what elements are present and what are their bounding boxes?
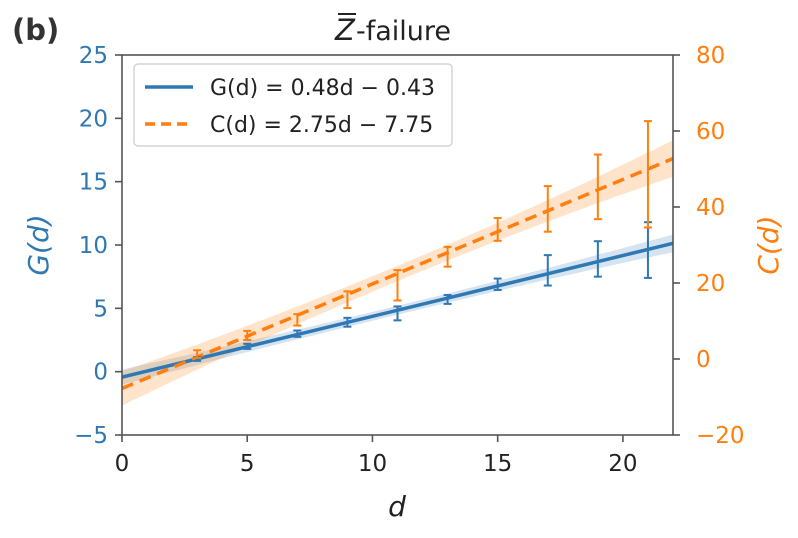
- legend-box: [133, 63, 453, 147]
- error-bar: [443, 294, 452, 305]
- left-y-tick-label: 5: [93, 296, 108, 322]
- x-tick-label: 0: [115, 451, 130, 477]
- left-y-tick-label: 10: [79, 233, 108, 259]
- error-bar: [243, 342, 252, 350]
- error-bar: [643, 120, 652, 229]
- right-y-tick-label: −20: [696, 423, 745, 449]
- x-axis: 0 5 10 15 20: [115, 435, 638, 477]
- left-y-tick-label: −5: [74, 423, 108, 449]
- chart-title: Z -failure: [334, 13, 451, 47]
- error-bar: [243, 329, 252, 341]
- x-axis-label: d: [388, 490, 406, 523]
- title-overbar-symbol: Z: [334, 13, 356, 47]
- right-y-axis: −20 0 20 40 60 80: [673, 43, 745, 449]
- left-y-tick-label: 20: [79, 106, 108, 132]
- error-bar: [343, 290, 352, 310]
- error-bar: [393, 305, 402, 322]
- left-y-tick-label: 15: [79, 170, 108, 196]
- left-y-axis: −5 0 5 10 15 20 25: [74, 43, 122, 449]
- x-tick-label: 5: [240, 451, 255, 477]
- error-bar: [393, 269, 402, 302]
- right-y-tick-label: 60: [696, 119, 725, 145]
- right-y-tick-label: 40: [696, 195, 725, 221]
- legend-entry-c: C(d) = 2.75d − 7.75: [210, 113, 433, 138]
- x-tick-label: 20: [608, 451, 637, 477]
- left-y-tick-label: 25: [79, 43, 108, 69]
- legend-entry-g: G(d) = 0.48d − 0.43: [210, 76, 435, 101]
- x-tick-label: 15: [483, 451, 512, 477]
- title-text: -failure: [356, 16, 451, 47]
- error-bar: [443, 245, 452, 268]
- right-y-tick-label: 0: [696, 347, 711, 373]
- x-tick-label: 10: [358, 451, 387, 477]
- error-bar: [193, 349, 202, 359]
- error-bar: [593, 240, 602, 278]
- error-bar: [493, 217, 502, 242]
- error-bar: [543, 254, 552, 287]
- error-bar: [343, 316, 352, 328]
- error-bars: [193, 120, 652, 362]
- error-bar: [593, 153, 602, 221]
- error-bar: [493, 277, 502, 291]
- error-bar: [293, 313, 302, 327]
- right-y-axis-label: C(d): [752, 215, 785, 274]
- right-y-tick-label: 80: [696, 43, 725, 69]
- error-bar: [293, 329, 302, 338]
- panel-label: (b): [12, 13, 59, 47]
- fit-line-c: [121, 156, 674, 391]
- left-y-tick-label: 0: [93, 360, 108, 386]
- left-y-axis-label: G(d): [22, 214, 55, 275]
- right-y-tick-label: 20: [696, 271, 725, 297]
- legend: G(d) = 0.48d − 0.43 C(d) = 2.75d − 7.75: [133, 63, 453, 147]
- error-bar: [543, 185, 552, 233]
